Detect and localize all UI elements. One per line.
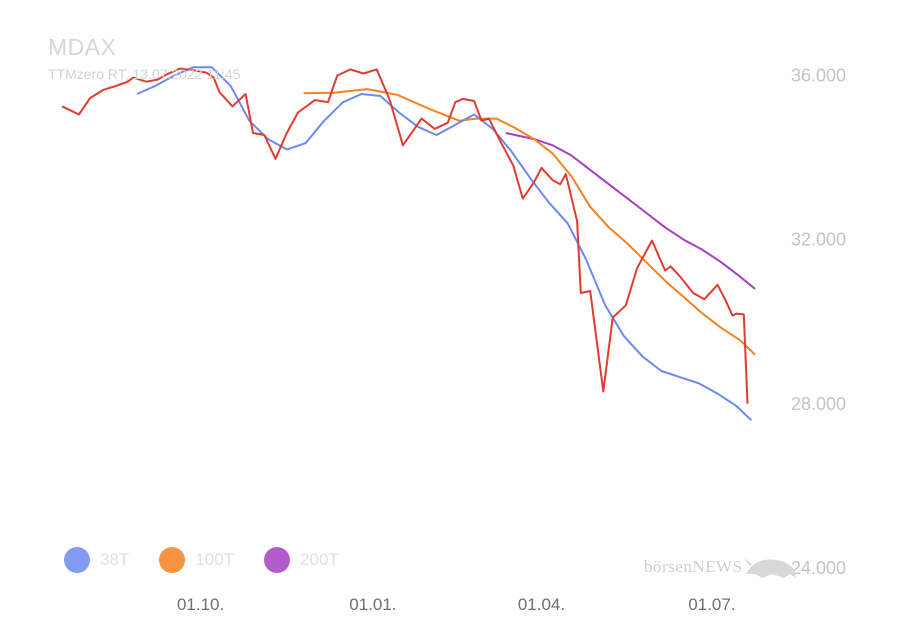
x-tick-label: 01.04. — [518, 595, 565, 614]
legend-swatch — [64, 547, 90, 573]
legend-item-100t[interactable]: 100T — [159, 547, 234, 573]
legend-item-38t[interactable]: 38T — [64, 547, 129, 573]
x-axis: 01.10. 01.01. 01.04. 01.07. — [177, 595, 736, 614]
x-tick-label: 01.10. — [177, 595, 224, 614]
bull-icon — [744, 558, 797, 578]
x-tick-label: 01.07. — [688, 595, 735, 614]
y-tick-label: 32.000 — [791, 230, 846, 250]
series-line-200t — [505, 132, 756, 290]
legend-item-200t[interactable]: 200T — [264, 547, 339, 573]
chart-subtitle: TTMzero RT, 13.07.2022 11:45 — [48, 66, 241, 82]
series-line-mdax — [61, 67, 749, 404]
y-axis: 36.000 32.000 28.000 24.000 — [791, 66, 846, 578]
legend-swatch — [264, 547, 291, 573]
y-tick-label: 36.000 — [791, 66, 846, 86]
series-line-38t — [136, 66, 752, 422]
legend-label: 100T — [195, 550, 235, 569]
legend-swatch — [159, 547, 186, 573]
y-tick-label: 24.000 — [791, 558, 846, 578]
y-tick-label: 28.000 — [791, 394, 846, 414]
x-tick-label: 01.01. — [349, 595, 396, 614]
brand-logo: börsenNEWS — [644, 552, 798, 582]
brand-text: börsenNEWS — [644, 557, 743, 576]
legend[interactable]: 38T 100T 200T — [64, 547, 339, 573]
chart-title: MDAX — [48, 34, 117, 60]
series-lines — [61, 66, 756, 422]
legend-label: 200T — [300, 550, 339, 569]
legend-label: 38T — [100, 550, 130, 569]
series-line-100t — [303, 88, 756, 356]
